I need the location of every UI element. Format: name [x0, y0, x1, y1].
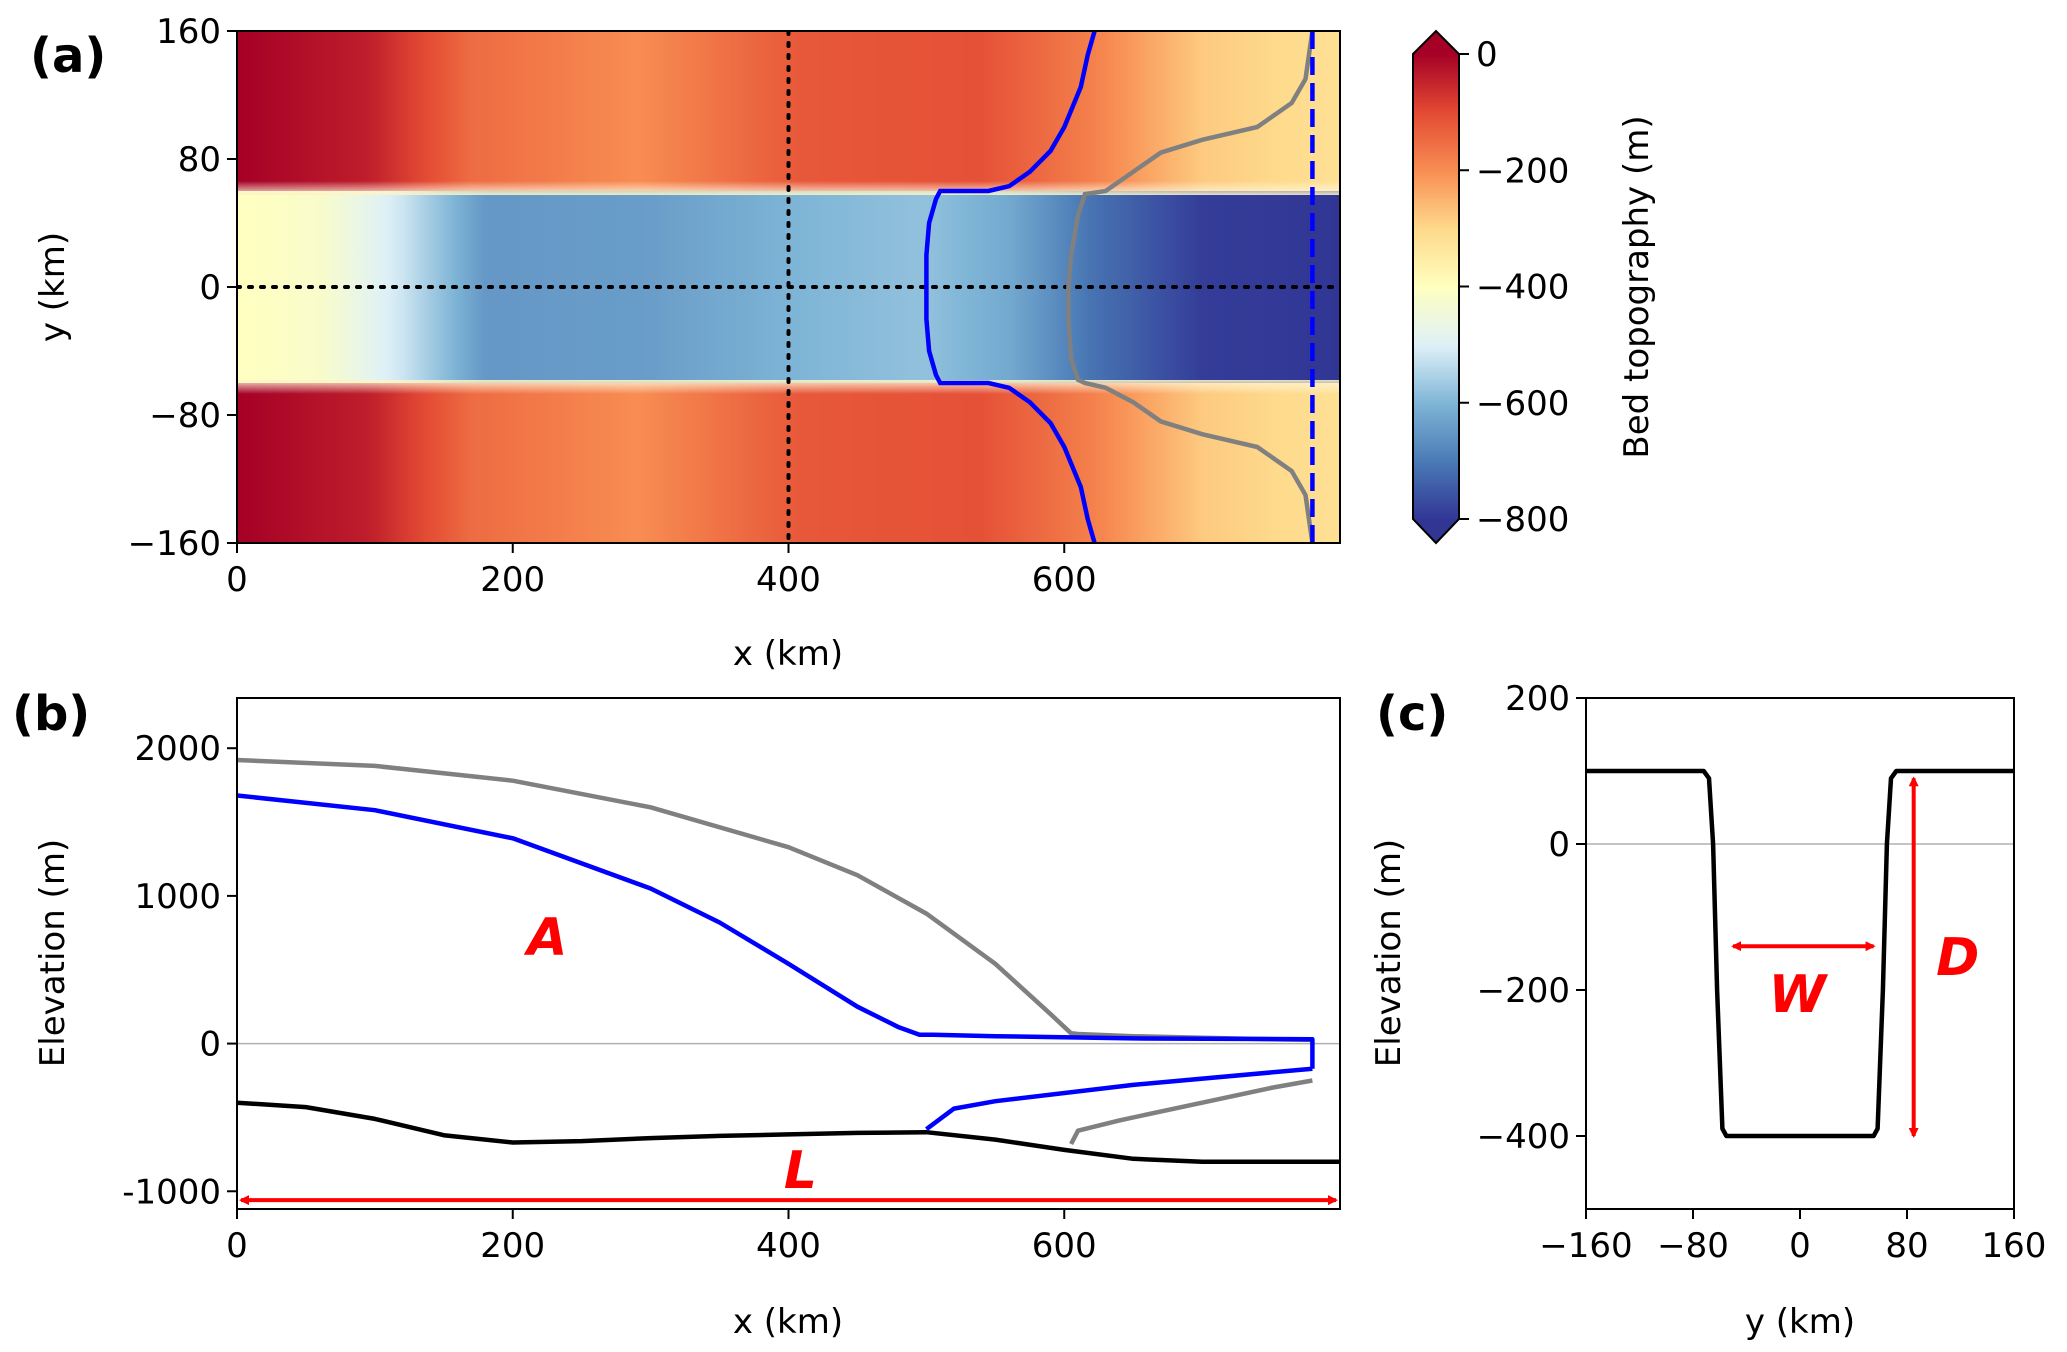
- y-tick-label: 2000: [134, 729, 221, 769]
- y-tick-label: 0: [199, 268, 221, 308]
- colorbar-tick-label: −800: [1476, 500, 1569, 540]
- series-line: [237, 1100, 1340, 1164]
- x-tick-label: −80: [1657, 1226, 1729, 1266]
- colorbar: 0 −200 −400 −600 −800 Bed topography (m): [1412, 29, 1657, 545]
- y-tick-label: −200: [1477, 971, 1570, 1011]
- x-tick-label: 400: [756, 560, 821, 600]
- x-tick-label: 600: [1032, 560, 1097, 600]
- panel-label-c: (c): [1376, 686, 1448, 742]
- y-tick-label: 0: [199, 1025, 221, 1065]
- x-axis-label-b: x (km): [733, 1302, 843, 1342]
- y-tick-label: −400: [1477, 1117, 1570, 1157]
- x-tick-label: 0: [1789, 1226, 1811, 1266]
- colorbar-body: [1412, 29, 1460, 545]
- colorbar-tick-label: −400: [1476, 268, 1569, 308]
- y-ticks-c: 200 0 −200 −400: [1477, 679, 1586, 1157]
- y-tick-label: −160: [128, 524, 221, 564]
- axes-background-c: [1586, 698, 2014, 1209]
- colorbar-tick-label: −600: [1476, 384, 1569, 424]
- label-D: D: [1936, 928, 1979, 988]
- y-axis-label-b: Elevation (m): [33, 839, 73, 1067]
- axes-background-b: [237, 698, 1340, 1209]
- panel-label-a: (a): [30, 28, 106, 84]
- label-L: L: [784, 1141, 817, 1201]
- series-line: [925, 1066, 1313, 1132]
- x-tick-label: 160: [1982, 1226, 2047, 1266]
- series-group-b: [237, 757, 1340, 1164]
- x-tick-label: 200: [480, 1226, 545, 1266]
- y-tick-label: 200: [1505, 679, 1570, 719]
- trough-edge-bottom: [237, 380, 1340, 394]
- series-line: [1586, 768, 2014, 1139]
- x-axis-label-a: x (km): [733, 634, 843, 674]
- panel-a: 0 200 400 600 160 80 0 −80 −160 x (km) y (km) (…: [30, 12, 1341, 674]
- colorbar-ticks: 0 −200 −400 −600 −800: [1459, 35, 1569, 540]
- x-tick-label: 200: [480, 560, 545, 600]
- series-line: [1069, 1078, 1313, 1146]
- x-tick-label: 400: [756, 1226, 821, 1266]
- panel-label-b: (b): [12, 686, 90, 742]
- panel-c: −160 −80 0 80 160 200 0 −200 −400 W D y (km) El…: [1369, 679, 2046, 1342]
- x-tick-label: 80: [1885, 1226, 1928, 1266]
- colorbar-label: Bed topography (m): [1617, 115, 1657, 458]
- x-tick-label: 0: [226, 560, 248, 600]
- x-tick-label: 600: [1032, 1226, 1097, 1266]
- label-W: W: [1769, 965, 1829, 1025]
- x-tick-label: −160: [1539, 1226, 1632, 1266]
- blue-grounding-line: [924, 31, 1097, 543]
- x-ticks-b: 0 200 400 600: [226, 1209, 1097, 1266]
- label-A: A: [523, 908, 567, 968]
- series-group-c: [1586, 768, 2014, 1139]
- y-tick-label: 0: [1548, 825, 1570, 865]
- y-axis-label-a: y (km): [33, 232, 73, 342]
- y-tick-label: 1000: [134, 877, 221, 917]
- x-ticks-a: 0 200 400 600: [226, 543, 1097, 600]
- y-ticks-a: 160 80 0 −80 −160: [128, 12, 237, 564]
- x-tick-label: 0: [226, 1226, 248, 1266]
- colorbar-tick-label: 0: [1476, 35, 1498, 75]
- x-ticks-c: −160 −80 0 80 160: [1539, 1209, 2046, 1266]
- series-line: [237, 793, 1315, 1069]
- gray-grounding-line: [1066, 31, 1315, 543]
- x-axis-label-c: y (km): [1745, 1302, 1855, 1342]
- y-axis-label-c: Elevation (m): [1369, 839, 1409, 1067]
- colorbar-tick-label: −200: [1476, 151, 1569, 191]
- y-tick-label: 160: [156, 12, 221, 52]
- y-tick-label: 80: [178, 140, 221, 180]
- y-tick-label: −80: [149, 396, 221, 436]
- y-tick-label: -1000: [122, 1172, 221, 1212]
- y-ticks-b: 2000 1000 0 -1000: [122, 729, 237, 1212]
